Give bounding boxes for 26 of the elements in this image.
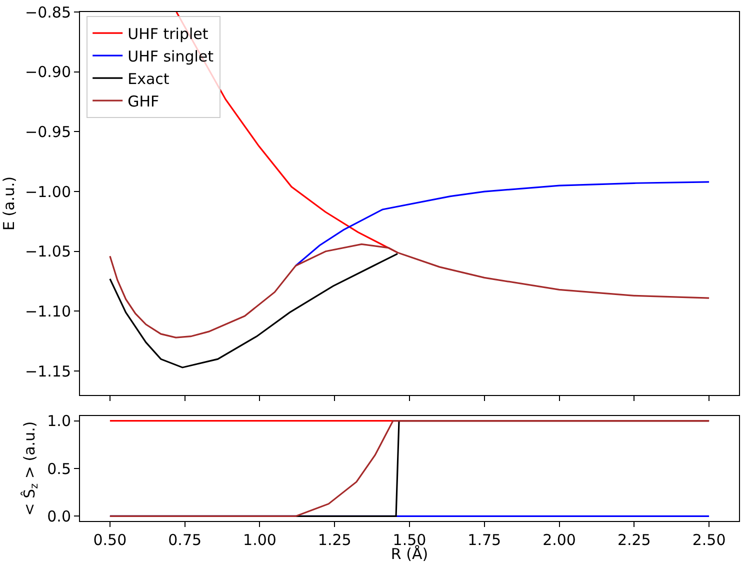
y-tick-label: −1.00 bbox=[25, 182, 71, 201]
y-tick-label: 0.0 bbox=[47, 507, 71, 526]
y-tick-label: −1.15 bbox=[25, 362, 71, 380]
legend-label: UHF triplet bbox=[128, 24, 208, 43]
line-series bbox=[109, 252, 398, 368]
y-tick-label: −0.95 bbox=[25, 122, 71, 141]
y-tick-label: −0.90 bbox=[25, 63, 71, 82]
y-axis-title: E (a.u.) bbox=[0, 176, 18, 231]
legend-label: GHF bbox=[128, 92, 160, 110]
x-tick-label: 2.00 bbox=[542, 531, 576, 549]
x-tick-label: 1.25 bbox=[318, 531, 352, 549]
legend-label: Exact bbox=[128, 70, 170, 88]
x-tick-label: 1.00 bbox=[243, 531, 276, 549]
line-series bbox=[109, 243, 710, 338]
x-tick-label: 0.75 bbox=[168, 531, 202, 549]
x-tick-label: 2.25 bbox=[617, 531, 651, 549]
y-tick-label: −1.05 bbox=[25, 242, 71, 261]
y-tick-label: −0.85 bbox=[25, 3, 71, 22]
x-tick-label: 1.75 bbox=[468, 531, 502, 549]
y-tick-label: 0.5 bbox=[47, 460, 71, 478]
legend-label: UHF singlet bbox=[128, 47, 214, 66]
line-series bbox=[294, 181, 710, 267]
x-tick-label: 0.50 bbox=[93, 531, 127, 549]
y-tick-label: −1.10 bbox=[25, 302, 71, 320]
y-tick-label: 1.0 bbox=[47, 412, 71, 430]
x-tick-label: 2.50 bbox=[692, 531, 726, 549]
